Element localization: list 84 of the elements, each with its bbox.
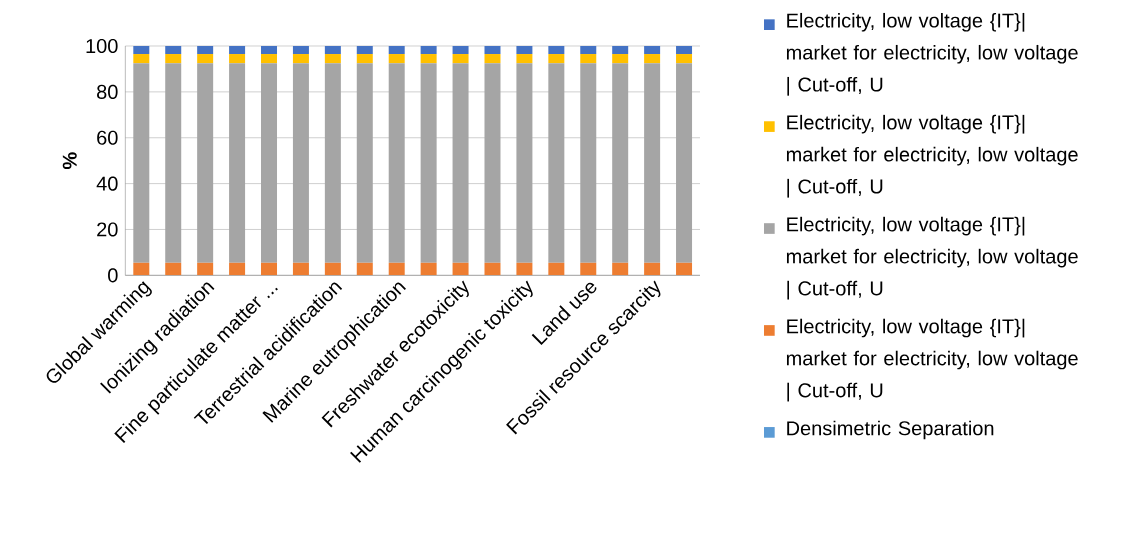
y-axis-title: % (62, 152, 77, 170)
bar (165, 54, 182, 64)
bar (484, 54, 501, 64)
bar (612, 63, 629, 263)
y-tick-label: 40 (96, 176, 118, 191)
bar (516, 63, 533, 263)
bar (165, 262, 182, 276)
y-tick-label: 100 (86, 38, 118, 54)
bar (548, 46, 565, 55)
bar (580, 63, 597, 263)
bar (484, 63, 501, 263)
bar (229, 262, 246, 276)
bar (133, 46, 150, 55)
legend-label: Densimetric Separation (787, 420, 994, 440)
bar (388, 262, 405, 276)
bar (292, 63, 309, 263)
bar (356, 54, 373, 64)
bar (676, 46, 693, 55)
bar (484, 262, 501, 276)
bar (388, 54, 405, 64)
bar (261, 262, 278, 276)
bar (548, 63, 565, 263)
bar (612, 46, 629, 55)
bar (324, 54, 341, 64)
bar (420, 54, 437, 64)
bar (388, 46, 405, 55)
y-tick-label: 60 (97, 130, 118, 145)
bar (324, 63, 341, 263)
bar (420, 262, 437, 276)
bar (197, 54, 214, 64)
bar (197, 63, 214, 263)
bar (292, 54, 309, 64)
bar (580, 46, 597, 55)
bar (452, 262, 469, 276)
bar (676, 54, 693, 64)
y-tick-label: 0 (108, 268, 118, 283)
y-tick-label: 20 (97, 222, 118, 237)
bar (644, 54, 661, 64)
bar (197, 46, 214, 55)
bar (133, 54, 150, 64)
bar (612, 54, 629, 64)
bar (261, 54, 278, 64)
bar (644, 46, 661, 55)
legend-label: Electricity, low voltage {IT}| market for electricity, low voltage | Cut-off, U (786, 318, 1078, 402)
legend-label: Electricity, low voltage {IT}| market for electricity, low voltage | Cut-off, U (786, 114, 1078, 198)
bar (165, 46, 182, 55)
bar (484, 46, 501, 55)
bar (420, 63, 437, 263)
bar (261, 46, 278, 55)
bar (516, 54, 533, 64)
y-tick-label: 80 (97, 84, 118, 99)
bar (452, 54, 469, 64)
bar (516, 46, 533, 55)
bar (165, 63, 182, 263)
bar (197, 262, 214, 276)
bar (580, 262, 597, 276)
bar (644, 262, 661, 276)
bar (452, 63, 469, 263)
bar (548, 262, 565, 276)
bar (229, 46, 246, 55)
bar (420, 46, 437, 55)
bar (612, 262, 629, 276)
legend-label: Electricity, low voltage {IT}| market for electricity, low voltage | Cut-off, U (786, 12, 1078, 96)
bar (133, 262, 150, 276)
legend-label: Electricity, low voltage {IT}| market for electricity, low voltage | Cut-off, U (786, 216, 1078, 300)
bar (356, 46, 373, 55)
bar (676, 262, 693, 276)
bar (516, 262, 533, 276)
bar (133, 63, 150, 263)
bar (292, 262, 309, 276)
bar (356, 63, 373, 263)
bar (292, 46, 309, 55)
bar (356, 262, 373, 276)
bar (229, 54, 246, 64)
bar (261, 63, 278, 263)
bar (388, 63, 405, 263)
bar (452, 46, 469, 55)
bar (548, 54, 565, 64)
bar (644, 63, 661, 263)
bar (676, 63, 693, 263)
bar (324, 46, 341, 55)
bar (580, 54, 597, 64)
bar (324, 262, 341, 276)
bar (229, 63, 246, 263)
